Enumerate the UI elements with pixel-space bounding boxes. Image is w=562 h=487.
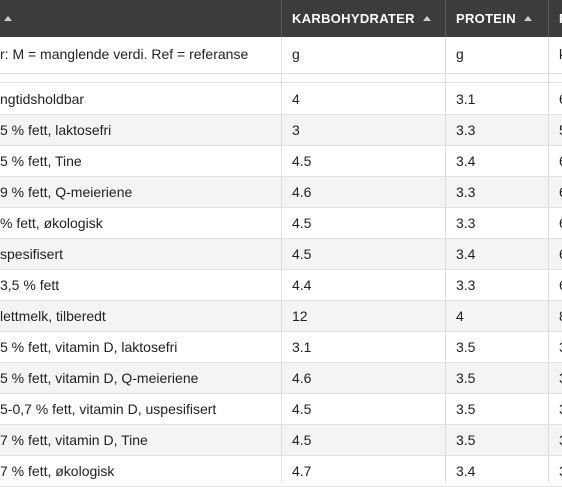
cell-fat: 6 [559, 208, 562, 238]
sort-ascending-icon [422, 16, 431, 22]
column-header-carbohydrates[interactable]: KARBOHYDRATER [292, 0, 431, 37]
cell-food-name: ngtidsholdbar [0, 91, 85, 107]
cell-carbohydrates: 4 [292, 91, 300, 107]
units-note: r: M = manglende verdi. Ref = referanse [0, 46, 249, 62]
cell-carbohydrates: 4.5 [292, 153, 312, 169]
cell-protein: 3.1 [456, 91, 476, 107]
cell-fat: 3 [559, 456, 562, 486]
cell-food-name: 5 % fett, vitamin D, laktosefri [0, 339, 178, 355]
cell-protein: 4 [456, 308, 464, 324]
units-protein: g [456, 46, 464, 62]
cell-protein: 3.3 [456, 184, 476, 200]
cell-carbohydrates: 4.5 [292, 246, 312, 262]
cell-food-name: 7 % fett, vitamin D, Tine [0, 432, 148, 448]
cell-fat: 5 [559, 115, 562, 145]
cell-protein: 3.3 [456, 277, 476, 293]
cell-carbohydrates: 3.1 [292, 339, 312, 355]
cell-carbohydrates: 4.5 [292, 401, 312, 417]
cell-protein: 3.4 [456, 463, 476, 479]
cell-food-name: 5 % fett, Tine [0, 153, 82, 169]
cell-food-name: 9 % fett, Q-meieriene [0, 184, 133, 200]
cell-carbohydrates: 12 [292, 308, 308, 324]
cell-fat: 6 [559, 146, 562, 176]
cell-fat: 3 [559, 332, 562, 362]
cell-carbohydrates: 3 [292, 122, 300, 138]
cell-food-name: 3,5 % fett [0, 277, 60, 293]
cell-carbohydrates: 4.7 [292, 463, 312, 479]
header-divider [281, 0, 282, 37]
cell-fat: 3 [559, 363, 562, 393]
cell-carbohydrates: 4.5 [292, 432, 312, 448]
cell-food-name: 5 % fett, vitamin D, Q-meieriene [0, 370, 199, 386]
column-header-fat[interactable]: F [559, 0, 562, 37]
sort-ascending-icon [523, 16, 532, 22]
header-divider [445, 0, 446, 37]
table-header: KARBOHYDRATER PROTEIN F [0, 0, 562, 37]
header-divider [548, 0, 549, 37]
cell-food-name: % fett, økologisk [0, 215, 103, 231]
units-fat: k [559, 37, 562, 71]
column-header-protein[interactable]: PROTEIN [456, 0, 532, 37]
cell-protein: 3.3 [456, 215, 476, 231]
cell-fat: 6 [559, 84, 562, 114]
cell-protein: 3.5 [456, 339, 476, 355]
cell-fat: 6 [559, 270, 562, 300]
cell-food-name: spesifisert [0, 246, 64, 262]
column-divider [281, 37, 282, 482]
cell-carbohydrates: 4.4 [292, 277, 312, 293]
cell-fat: 6 [559, 177, 562, 207]
cell-carbohydrates: 4.6 [292, 370, 312, 386]
cell-fat: 3 [559, 394, 562, 424]
cell-protein: 3.3 [456, 122, 476, 138]
cell-protein: 3.5 [456, 432, 476, 448]
column-header-name[interactable] [0, 0, 12, 37]
cell-food-name: 5 % fett, laktosefri [0, 122, 112, 138]
cell-fat: 8 [559, 301, 562, 331]
sort-ascending-icon [4, 16, 12, 22]
column-divider [548, 37, 549, 482]
cell-protein: 3.4 [456, 246, 476, 262]
cell-protein: 3.4 [456, 153, 476, 169]
column-divider [445, 37, 446, 482]
cell-fat: 6 [559, 239, 562, 269]
cell-food-name: lettmelk, tilberedt [0, 308, 106, 324]
cell-food-name: 7 % fett, økologisk [0, 463, 115, 479]
cell-fat: 3 [559, 425, 562, 455]
units-carbohydrates: g [292, 46, 300, 62]
cell-carbohydrates: 4.6 [292, 184, 312, 200]
cell-food-name: 5-0,7 % fett, vitamin D, uspesifisert [0, 401, 217, 417]
cell-protein: 3.5 [456, 401, 476, 417]
cell-carbohydrates: 4.5 [292, 215, 312, 231]
cell-protein: 3.5 [456, 370, 476, 386]
